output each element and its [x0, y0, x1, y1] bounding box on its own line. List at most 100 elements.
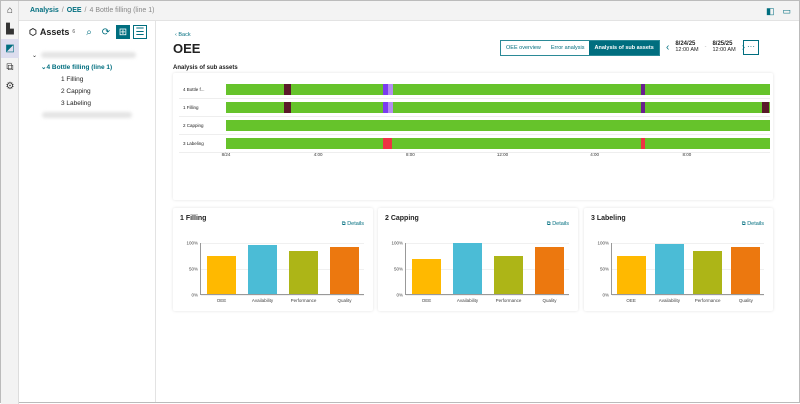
- maintenance-icon[interactable]: ⧉: [6, 62, 14, 73]
- x-tick-label: Availability: [251, 298, 274, 303]
- event-purple[interactable]: [640, 102, 646, 113]
- event-stop[interactable]: [283, 84, 291, 95]
- list-view-button[interactable]: ☰: [133, 25, 147, 39]
- x-tick-label: 8:00: [405, 152, 415, 157]
- bar-oee[interactable]: [412, 259, 441, 294]
- page-title: OEE: [173, 41, 201, 56]
- x-tick-label: Performance: [495, 298, 522, 303]
- breadcrumb-analysis[interactable]: Analysis: [30, 7, 59, 14]
- bar-oee[interactable]: [207, 256, 236, 294]
- x-tick-label: 8:00: [682, 152, 692, 157]
- event-error[interactable]: [640, 138, 646, 149]
- event-violet[interactable]: [382, 84, 389, 95]
- tree-item-labeling[interactable]: 3 Labeling: [61, 99, 91, 107]
- running-bar[interactable]: [226, 84, 770, 95]
- home-icon[interactable]: ⌂: [6, 5, 14, 16]
- timeline-card: 4 Bottle f... 1 Filling 2 Capping 3 Labelin…: [173, 73, 773, 200]
- bar-availability[interactable]: [453, 243, 482, 294]
- bar-quality[interactable]: [330, 247, 359, 294]
- y-tick-label: 100%: [186, 240, 198, 246]
- assets-count: 6: [72, 29, 76, 35]
- bar-oee[interactable]: [616, 256, 646, 294]
- tree-item-bottle-filling[interactable]: ⌄ 4 Bottle filling (line 1): [41, 63, 113, 72]
- assets-icon: ⬡: [29, 26, 37, 37]
- y-tick-label: 50%: [599, 266, 609, 272]
- analysis-icon[interactable]: ◩: [1, 39, 19, 58]
- settings-icon[interactable]: ⚙: [5, 81, 15, 92]
- event-error[interactable]: [382, 138, 392, 149]
- y-tick-label: 0%: [396, 292, 403, 298]
- timeline-lane: 2 Capping: [179, 117, 770, 135]
- assets-panel: ⬡ Assets 6 ⌕ ⟳ ⊞ ☰ ⌄ ⌄ 4 Bottle filling …: [19, 21, 156, 402]
- x-tick-label: OEE: [421, 298, 432, 303]
- panel-icon[interactable]: ◧: [765, 6, 775, 16]
- x-tick-label: 12:00: [496, 152, 509, 157]
- bar-performance[interactable]: [289, 250, 318, 294]
- bar-quality[interactable]: [535, 247, 564, 294]
- chevron-down-icon[interactable]: ⌄: [32, 52, 38, 59]
- details-icon: ⧉: [546, 221, 551, 227]
- running-bar[interactable]: [226, 138, 770, 149]
- details-link[interactable]: ⧉ Details: [341, 221, 364, 227]
- search-icon[interactable]: ⌕: [86, 26, 92, 38]
- event-stop[interactable]: [283, 102, 291, 113]
- bar-performance[interactable]: [494, 256, 523, 294]
- more-button[interactable]: ···: [743, 40, 759, 55]
- bar-quality[interactable]: [731, 247, 761, 294]
- blurred-tree-item[interactable]: [42, 112, 132, 118]
- x-tick-label: 8/24: [221, 152, 231, 157]
- chart-title: 2 Capping: [385, 215, 419, 222]
- tab-error-analysis[interactable]: Error analysis: [550, 45, 585, 51]
- event-stop[interactable]: [761, 102, 769, 113]
- view-tabs: OEE overview Error analysis Analysis of …: [500, 40, 660, 56]
- layout-icon[interactable]: ▭: [782, 6, 791, 16]
- bar-performance[interactable]: [693, 250, 723, 294]
- event-purple[interactable]: [640, 84, 646, 95]
- blurred-tree-item[interactable]: [41, 52, 137, 58]
- event-lilac[interactable]: [388, 102, 394, 113]
- date-to[interactable]: 8/25/25 12:00 AM: [712, 41, 736, 53]
- date-from[interactable]: 8/24/25 12:00 AM: [675, 41, 699, 53]
- timeline-lane: 1 Filling: [179, 99, 770, 117]
- y-tick-label: 100%: [391, 240, 403, 246]
- date-range: ‹ 8/24/25 12:00 AM - 8/25/25 12:00 AM ›: [666, 41, 746, 53]
- refresh-icon[interactable]: ⟳: [101, 26, 111, 38]
- tree-item-capping[interactable]: 2 Capping: [61, 87, 91, 95]
- details-link[interactable]: ⧉ Details: [741, 221, 764, 227]
- lane-label: 3 Labeling: [183, 141, 204, 146]
- bar-chart: 0% 50% 100% OEE Availability Performance Quali…: [186, 241, 364, 303]
- x-tick-label: Quality: [337, 298, 352, 303]
- x-tick-label: 4:00: [313, 152, 323, 157]
- event-lilac[interactable]: [388, 84, 394, 95]
- chevron-down-icon[interactable]: ⌄: [41, 64, 47, 71]
- section-title: Analysis of sub assets: [173, 65, 238, 71]
- running-bar[interactable]: [226, 120, 770, 131]
- bar-availability[interactable]: [248, 245, 277, 294]
- y-tick-label: 0%: [602, 292, 609, 298]
- tab-oee-overview[interactable]: OEE overview: [506, 45, 541, 51]
- back-link[interactable]: ‹ Back: [175, 32, 191, 38]
- x-tick-label: OEE: [626, 298, 636, 303]
- bar-availability[interactable]: [654, 244, 684, 294]
- breadcrumb-current: 4 Bottle filling (line 1): [89, 7, 155, 14]
- lane-label: 4 Bottle f...: [183, 87, 205, 92]
- y-tick-label: 100%: [597, 240, 609, 246]
- tab-analysis-of-sub-assets[interactable]: Analysis of sub assets: [589, 41, 659, 55]
- tree-view-button[interactable]: ⊞: [116, 25, 130, 39]
- event-violet[interactable]: [382, 102, 389, 113]
- chevron-left-icon[interactable]: ‹: [666, 41, 670, 53]
- chart-title: 1 Filling: [180, 215, 207, 222]
- timeline-lane: 3 Labeling: [179, 135, 770, 153]
- bar-chart: 0% 50% 100% OEE Availability Performance Quali…: [391, 241, 569, 303]
- breadcrumb-oee[interactable]: OEE: [66, 7, 82, 14]
- y-tick-label: 50%: [188, 266, 198, 272]
- details-link[interactable]: ⧉ Details: [546, 221, 569, 227]
- details-icon: ⧉: [341, 221, 346, 227]
- y-tick-label: 0%: [191, 292, 198, 298]
- assets-title: Assets: [39, 27, 70, 37]
- lane-label: 1 Filling: [183, 105, 199, 110]
- running-bar[interactable]: [226, 102, 770, 113]
- x-tick-label: Availability: [658, 298, 680, 303]
- tree-item-filling[interactable]: 1 Filling: [61, 75, 84, 83]
- chart-icon[interactable]: ▙: [6, 24, 14, 35]
